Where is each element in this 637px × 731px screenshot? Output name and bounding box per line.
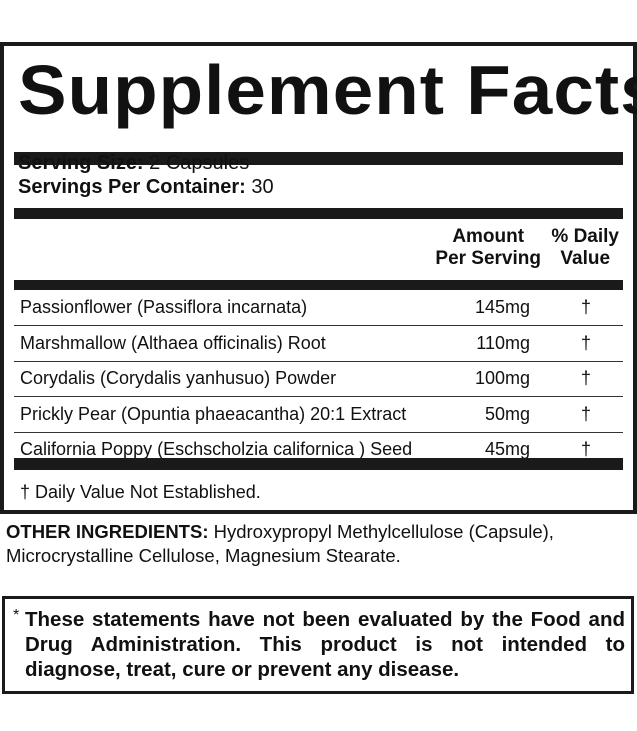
fda-disclaimer: * These statements have not been evaluat…: [2, 596, 634, 694]
other-ingredients-label: OTHER INGREDIENTS:: [6, 521, 209, 542]
panel-title: Supplement Facts: [18, 51, 637, 129]
dv-header-line1: % Daily: [551, 226, 619, 247]
serving-size-label: Serving Size:: [18, 152, 144, 174]
divider-thick: [14, 458, 623, 470]
supplement-facts-panel: Supplement Facts Serving Size: 2 Capsule…: [0, 42, 637, 514]
ingredient-row: Marshmallow (Althaea officinalis) Root 11…: [14, 326, 623, 362]
disclaimer-text: These statements have not been evaluated…: [25, 608, 625, 681]
divider-thick: [14, 208, 623, 219]
servings-per-container-label: Servings Per Container:: [18, 176, 246, 198]
ingredient-row: Corydalis (Corydalis yanhusuo) Powder 100…: [14, 361, 623, 397]
footnote: † Daily Value Not Established.: [20, 482, 261, 502]
ingredient-daily-value: †: [580, 403, 591, 424]
dv-header-line2: Value: [560, 248, 611, 269]
ingredient-row: Passionflower (Passiflora incarnata) 145m…: [14, 290, 623, 326]
ingredient-name: Passionflower (Passiflora incarnata): [20, 297, 308, 317]
other-ingredients-text: Hydroxypropyl Methylcellulose (Capsule),…: [6, 521, 554, 566]
serving-size-value: 2 Capsules: [143, 152, 250, 174]
ingredient-amount: 110mg: [476, 332, 530, 353]
other-ingredients: OTHER INGREDIENTS: Hydroxypropyl Methylc…: [6, 520, 636, 568]
ingredient-row: California Poppy (Eschscholzia californi…: [14, 432, 623, 467]
ingredient-amount: 50mg: [484, 403, 530, 424]
ingredient-amount: 100mg: [474, 368, 530, 388]
daily-value-header: % Daily Value: [551, 226, 619, 270]
ingredient-daily-value: †: [580, 332, 591, 353]
amount-header-line2: Per Serving: [435, 248, 541, 269]
servings-per-container-value: 30: [245, 176, 274, 198]
divider-thick: [14, 280, 623, 290]
amount-header: Amount Per Serving: [435, 226, 541, 270]
ingredient-name: California Poppy (Eschscholzia californi…: [20, 439, 413, 459]
servings-per-container: Servings Per Container: 30: [18, 176, 274, 199]
ingredient-name: Prickly Pear (Opuntia phaeacantha) 20:1 …: [20, 403, 407, 424]
ingredient-name: Marshmallow (Althaea officinalis) Root: [20, 332, 326, 353]
ingredient-daily-value: †: [580, 368, 591, 388]
divider-thick: [14, 152, 623, 165]
asterisk: *: [13, 607, 20, 624]
amount-header-line1: Amount: [452, 226, 525, 247]
ingredient-amount: 145mg: [474, 297, 530, 317]
serving-size: Serving Size: 2 Capsules: [18, 152, 249, 175]
ingredient-amount: 45mg: [484, 439, 530, 459]
ingredient-row: Prickly Pear (Opuntia phaeacantha) 20:1 …: [14, 397, 623, 433]
ingredient-daily-value: †: [580, 439, 591, 459]
ingredient-daily-value: †: [580, 297, 591, 317]
ingredient-name: Corydalis (Corydalis yanhusuo) Powder: [20, 368, 337, 388]
